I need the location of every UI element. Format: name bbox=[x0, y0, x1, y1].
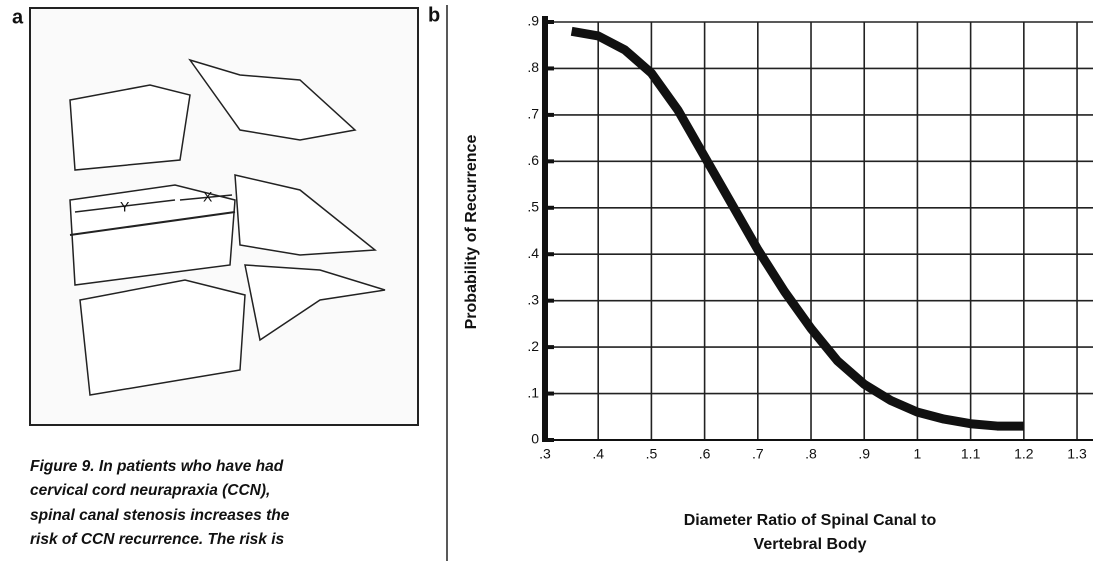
panel-label: a bbox=[12, 6, 24, 28]
data-line bbox=[570, 26, 1024, 431]
x-tick-label: 1.2 bbox=[1014, 446, 1034, 462]
x-tick-label: 1 bbox=[914, 446, 922, 462]
x-tick-label: .5 bbox=[646, 446, 658, 462]
x-tick-label: .6 bbox=[699, 446, 711, 462]
x-tick-label: .4 bbox=[592, 446, 604, 462]
y-tick-label: .4 bbox=[527, 245, 539, 261]
y-tick-label: .3 bbox=[527, 291, 539, 307]
y-tick-label: .7 bbox=[527, 106, 539, 122]
y-tick-label: .5 bbox=[527, 198, 539, 214]
x-tick-label: .9 bbox=[858, 446, 870, 462]
x-tick-label: 1.3 bbox=[1067, 446, 1087, 462]
vertebra-drawing bbox=[69, 58, 386, 396]
panel-label: b bbox=[428, 4, 440, 26]
x-tick-label: .3 bbox=[539, 446, 551, 462]
x-axis-title: Vertebral Body bbox=[754, 536, 867, 553]
y-tick-label: .1 bbox=[527, 384, 539, 400]
y-tick-label: .6 bbox=[527, 152, 539, 168]
y-tick-label: .2 bbox=[527, 338, 539, 354]
dimension-label: Y bbox=[120, 199, 130, 215]
x-axis-title: Diameter Ratio of Spinal Canal to bbox=[684, 512, 937, 529]
caption-line: Figure 9. In patients who have had bbox=[30, 458, 284, 475]
caption-line: spinal canal stenosis increases the bbox=[30, 507, 290, 524]
x-tick-label: .7 bbox=[752, 446, 764, 462]
y-tick-label: .9 bbox=[527, 13, 539, 29]
dimension-label: X bbox=[203, 189, 213, 205]
x-tick-label: 1.1 bbox=[961, 446, 981, 462]
y-tick-label: .8 bbox=[527, 59, 539, 75]
y-tick-label: 0 bbox=[531, 431, 539, 447]
y-axis-title: Probability of Recurrence bbox=[463, 135, 480, 330]
x-tick-label: .8 bbox=[805, 446, 817, 462]
caption-line: risk of CCN recurrence. The risk is bbox=[30, 531, 285, 548]
caption-line: cervical cord neurapraxia (CCN), bbox=[30, 482, 270, 499]
